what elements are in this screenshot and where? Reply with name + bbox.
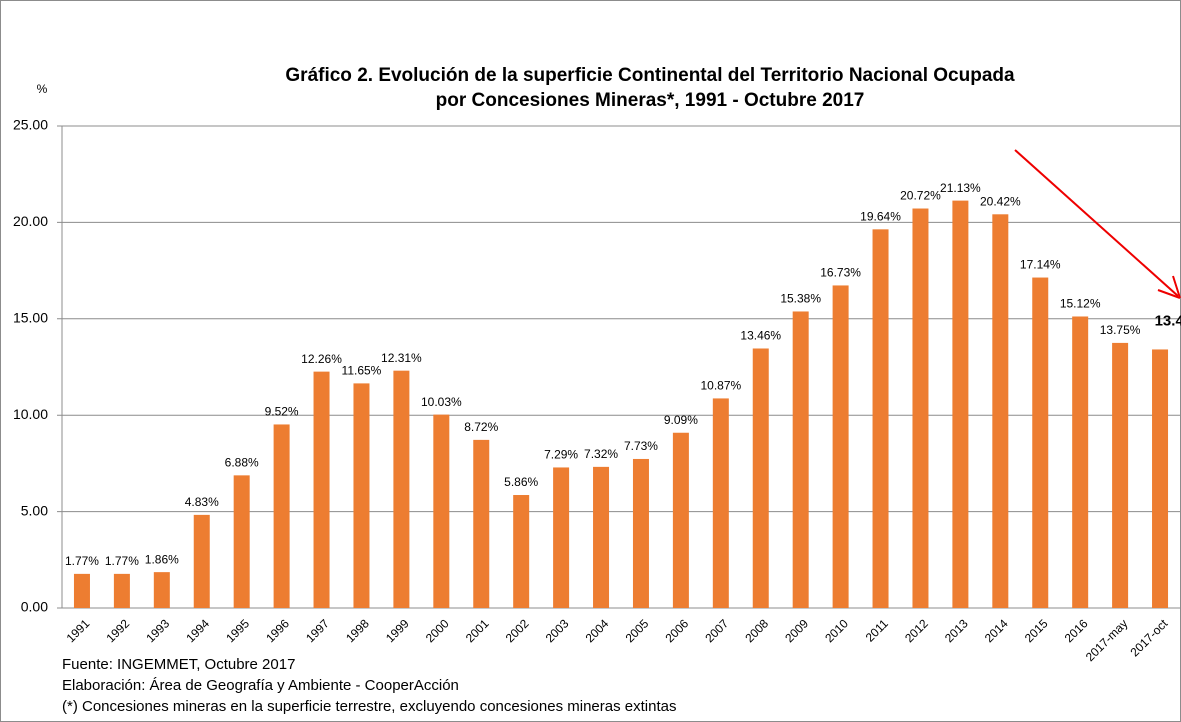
data-label: 11.65% [342,364,382,378]
x-tick-label: 1991 [64,616,93,645]
data-label: 13.46% [740,329,781,343]
data-label: 1.77% [105,554,139,568]
bar [353,383,370,608]
x-tick-label: 1997 [303,616,332,645]
x-tick-label: 2017-oct [1127,616,1170,659]
x-tick-label: 1996 [263,616,292,645]
data-label: 13.75% [1100,323,1141,337]
data-label: 9.52% [265,405,299,419]
chart-title: Gráfico 2. Evolución de la superficie Co… [285,65,1015,86]
x-tick-label: 1998 [343,616,372,645]
bar [632,458,649,608]
x-tick-label: 2007 [702,616,731,645]
x-tick-label: 2016 [1062,616,1091,645]
x-tick-label: 2011 [863,616,891,644]
trend-arrow [1014,149,1179,297]
x-tick-label: 2014 [982,616,1011,645]
bar [992,214,1009,608]
data-label: 4.83% [185,495,219,509]
bar [113,573,130,608]
y-tick-label: 25.00 [13,117,48,133]
y-tick-label: 5.00 [21,502,48,518]
data-label: 15.12% [1060,297,1101,311]
x-tick-label: 1994 [183,616,212,645]
data-label: 12.31% [381,351,422,365]
y-axis-label: % [37,82,48,96]
bar [513,495,530,608]
bar [313,371,330,608]
data-label: 7.32% [584,447,618,461]
bar [393,370,410,608]
bar [1112,342,1129,608]
data-label: 15.38% [780,292,821,306]
data-label: 5.86% [504,475,538,489]
bar [233,475,250,608]
data-label: 1.86% [145,552,179,566]
data-label: 8.72% [464,420,498,434]
x-tick-label: 1992 [103,616,132,645]
x-tick-label: 2017-may [1083,616,1131,664]
bar [593,466,610,608]
data-label: 7.29% [544,448,578,462]
bar [672,432,689,608]
x-tick-label: 2001 [463,616,492,645]
bar [752,348,769,608]
x-tick-label: 2005 [623,616,652,645]
bar [273,424,290,608]
bar [872,229,889,608]
x-tick-label: 1995 [223,616,252,645]
bar [153,572,170,608]
bar [952,200,969,609]
bar [553,467,570,608]
data-label: 21.13% [940,181,981,195]
bar [792,311,809,608]
data-label: 20.72% [900,189,941,203]
x-tick-label: 2012 [902,616,931,645]
x-tick-label: 2003 [543,616,572,645]
data-label: 7.73% [624,439,658,453]
note: (*) Concesiones mineras en la superficie… [62,698,676,715]
data-label: 16.73% [820,266,861,280]
x-tick-label: 2009 [782,616,811,645]
bar [1152,349,1169,608]
data-label: 9.09% [664,413,698,427]
x-tick-label: 2006 [662,616,691,645]
y-tick-label: 15.00 [13,310,48,326]
data-label: 10.87% [700,379,741,393]
bar [473,439,490,608]
data-label: 13.41% [1155,312,1181,329]
note: Fuente: INGEMMET, Octubre 2017 [62,656,295,673]
bar [1072,316,1089,608]
x-tick-label: 2013 [942,616,971,645]
y-tick-label: 20.00 [13,213,48,229]
bar [73,573,90,608]
x-tick-label: 2000 [423,616,452,645]
data-label: 1.77% [65,554,99,568]
bar [832,285,849,608]
x-tick-label: 2015 [1022,616,1051,645]
bar [912,208,929,608]
arrow-head [1157,275,1181,299]
data-label: 6.88% [225,456,259,470]
y-tick-label: 10.00 [13,406,48,422]
data-label: 20.42% [980,194,1021,208]
bar [712,398,729,608]
bar [1032,277,1049,608]
note: Elaboración: Área de Geografía y Ambient… [62,677,459,694]
data-label: 10.03% [421,395,462,409]
x-tick-label: 2002 [503,616,532,645]
data-label: 19.64% [860,210,901,224]
bar [433,414,450,608]
data-label: 12.26% [301,352,342,366]
y-tick-label: 0.00 [21,599,48,615]
chart-title: por Concesiones Mineras*, 1991 - Octubre… [436,90,865,111]
x-tick-label: 1993 [143,616,172,645]
x-tick-label: 1999 [383,616,412,645]
bar [193,514,210,608]
x-tick-label: 2004 [583,616,612,645]
data-label: 17.14% [1020,258,1061,272]
x-tick-label: 2010 [822,616,851,645]
x-tick-label: 2008 [742,616,771,645]
